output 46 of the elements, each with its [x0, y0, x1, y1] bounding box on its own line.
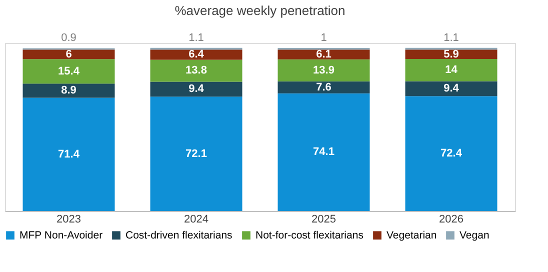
data-label: 15.4	[58, 65, 80, 78]
bar	[405, 50, 498, 59]
bar	[150, 96, 242, 211]
bar	[150, 60, 242, 82]
data-label: 9.4	[444, 82, 460, 95]
data-label: 72.4	[440, 148, 463, 160]
data-label: 9.4	[188, 83, 205, 96]
x-tick-label: 2024	[184, 214, 208, 226]
data-label: 13.8	[186, 64, 207, 77]
data-label: 13.9	[313, 64, 334, 76]
bar	[278, 81, 370, 94]
data-label: 5.9	[444, 48, 459, 60]
bar	[278, 50, 370, 60]
data-label: 72.1	[186, 148, 207, 160]
legend-label: MFP Non-Avoider	[20, 229, 104, 242]
data-label: 1	[320, 32, 327, 44]
bar	[278, 59, 370, 82]
bar	[150, 82, 242, 97]
data-label: 14	[445, 64, 458, 76]
legend-label: Not-for-cost flexitarians	[256, 229, 364, 242]
bar	[22, 84, 115, 98]
data-label: 8.9	[61, 84, 76, 97]
bar	[22, 50, 115, 60]
data-label: 6.1	[316, 48, 332, 60]
data-label: 0.9	[61, 32, 76, 44]
bar	[405, 81, 498, 96]
bar	[22, 59, 115, 84]
data-label: 1.1	[188, 32, 204, 44]
bar	[278, 93, 370, 211]
bar	[405, 96, 498, 211]
legend-label: Vegetarian	[386, 229, 437, 242]
data-label: 71.4	[58, 148, 80, 160]
bar	[150, 50, 242, 60]
x-tick-label: 2023	[56, 214, 81, 226]
data-label: 7.6	[316, 81, 332, 94]
legend-label: Cost-driven flexitarians	[126, 229, 232, 242]
chart-title: %average weekly penetration	[174, 2, 346, 18]
x-tick-label: 2026	[439, 214, 464, 226]
data-label: 6.4	[188, 48, 205, 61]
bar	[22, 98, 115, 211]
legend-label: Vegan	[460, 229, 490, 242]
data-label: 1.1	[444, 32, 459, 44]
data-label: 74.1	[313, 146, 334, 158]
bar	[405, 59, 498, 82]
x-tick-label: 2025	[312, 214, 336, 226]
data-label: 6	[66, 48, 72, 60]
